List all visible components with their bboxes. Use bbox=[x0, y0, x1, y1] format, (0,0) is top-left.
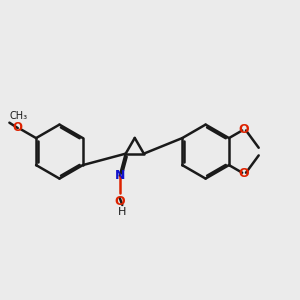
Text: H: H bbox=[118, 207, 127, 217]
Text: O: O bbox=[238, 123, 249, 136]
Text: O: O bbox=[114, 195, 125, 208]
Text: O: O bbox=[12, 121, 22, 134]
Text: CH₃: CH₃ bbox=[9, 111, 28, 122]
Text: O: O bbox=[238, 167, 249, 181]
Text: N: N bbox=[115, 169, 125, 182]
